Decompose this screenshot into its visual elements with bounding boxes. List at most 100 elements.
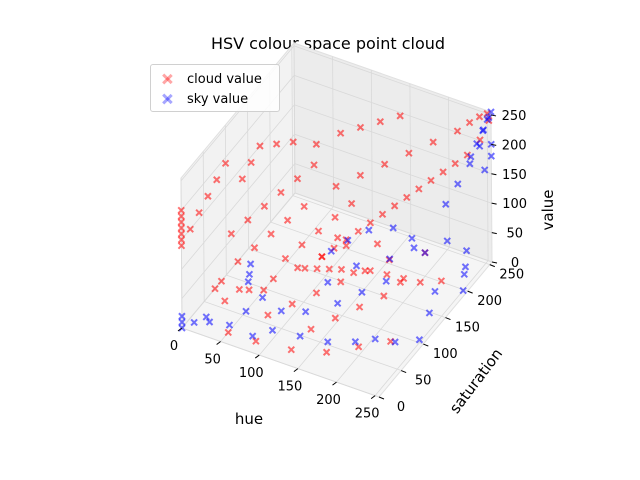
cloud-point xyxy=(333,234,342,242)
cloud-point xyxy=(211,284,219,293)
cloud-point xyxy=(373,240,382,248)
sky-point xyxy=(246,260,255,268)
cloud-point xyxy=(256,142,264,150)
cloud-point xyxy=(390,202,399,210)
sky-point xyxy=(327,247,335,255)
cloud-point xyxy=(396,112,404,120)
z-tick-label: 0 xyxy=(511,256,519,271)
x-tick-mark xyxy=(332,381,337,386)
legend: cloud value sky value xyxy=(150,64,280,112)
sky-point xyxy=(248,332,257,340)
cloud-point xyxy=(337,265,346,274)
cloud-point xyxy=(366,219,375,227)
x-axis-label: hue xyxy=(235,410,263,428)
y-tick-mark xyxy=(467,290,473,294)
cloud-point xyxy=(380,160,389,168)
cloud-point xyxy=(235,285,244,294)
cloud-point xyxy=(281,254,290,263)
sky-point xyxy=(415,336,424,344)
sky-point xyxy=(190,318,198,327)
sky-point xyxy=(462,246,471,255)
cloud-point xyxy=(337,278,345,286)
x-tick-mark xyxy=(370,395,376,400)
sky-point xyxy=(443,237,451,245)
cloud-point xyxy=(177,241,186,250)
cloud-point xyxy=(204,192,212,200)
x-tick-label: 0 xyxy=(170,339,178,354)
z-tick-mark xyxy=(491,143,497,146)
x-tick-label: 50 xyxy=(204,353,221,368)
x-tick-mark xyxy=(293,368,299,372)
cloud-point xyxy=(314,227,323,235)
cloud-point xyxy=(272,140,281,148)
cloud-point xyxy=(264,311,272,319)
cloud-point xyxy=(247,158,255,167)
cloud-point xyxy=(347,199,356,208)
cloud-point xyxy=(298,241,306,249)
cloud-point xyxy=(227,230,236,238)
cloud-point xyxy=(403,193,411,202)
z-tick-mark xyxy=(491,261,498,264)
sky-point xyxy=(242,307,250,316)
x-tick-mark xyxy=(177,327,183,332)
sky-point xyxy=(454,180,462,188)
legend-item-sky: sky value xyxy=(161,90,248,108)
cloud-point xyxy=(267,230,275,238)
cloud-point xyxy=(399,274,408,283)
x-tick-mark xyxy=(216,341,221,345)
sky-point xyxy=(178,318,186,326)
x-tick-label: 100 xyxy=(239,366,264,381)
sky-point xyxy=(386,255,394,263)
cloud-point xyxy=(245,286,253,294)
legend-marker-sky xyxy=(161,93,173,105)
cloud-point xyxy=(301,264,309,273)
sky-point xyxy=(178,312,186,320)
z-tick-mark xyxy=(490,114,497,117)
cloud-point xyxy=(277,188,285,197)
sky-point xyxy=(352,262,361,270)
sky-point xyxy=(371,335,379,343)
sky-point xyxy=(467,153,475,161)
cloud-point xyxy=(260,202,269,210)
x-tick-mark xyxy=(254,354,260,359)
sky-point xyxy=(485,113,493,122)
sky-point xyxy=(479,126,487,135)
y-tick-mark xyxy=(445,317,451,321)
sky-point xyxy=(245,270,254,279)
cloud-point xyxy=(177,224,186,232)
z-tick-label: 200 xyxy=(502,138,527,153)
grid-line-z xyxy=(180,74,492,211)
sky-point xyxy=(461,263,470,271)
cloud-point xyxy=(437,277,446,285)
cloud-point xyxy=(366,266,374,275)
sky-point xyxy=(365,226,373,234)
y-tick-label: 250 xyxy=(499,268,524,283)
sky-point xyxy=(202,313,210,321)
cloud-point xyxy=(307,325,315,333)
cloud-point xyxy=(483,109,491,118)
cloud-point xyxy=(312,140,321,148)
sky-point xyxy=(324,338,332,346)
x-tick-label: 200 xyxy=(316,393,341,408)
cloud-point xyxy=(376,117,385,126)
sky-point xyxy=(480,166,489,174)
cloud-point xyxy=(349,268,358,277)
cloud-point xyxy=(260,286,268,294)
cloud-point xyxy=(354,343,363,351)
legend-item-cloud: cloud value xyxy=(161,70,262,88)
cloud-point xyxy=(313,264,321,273)
cloud-point xyxy=(312,289,321,297)
cloud-point xyxy=(177,230,186,238)
sky-point xyxy=(268,326,277,335)
z-tick-label: 250 xyxy=(502,109,527,124)
cloud-point xyxy=(453,127,462,135)
cloud-point xyxy=(318,252,326,261)
cloud-point xyxy=(252,337,260,345)
cloud-point xyxy=(310,161,318,169)
y-tick-label: 150 xyxy=(455,321,480,336)
cloud-point xyxy=(354,227,362,236)
cloud-point xyxy=(234,257,242,266)
cloud-point xyxy=(288,300,296,308)
legend-label-cloud: cloud value xyxy=(187,71,262,87)
